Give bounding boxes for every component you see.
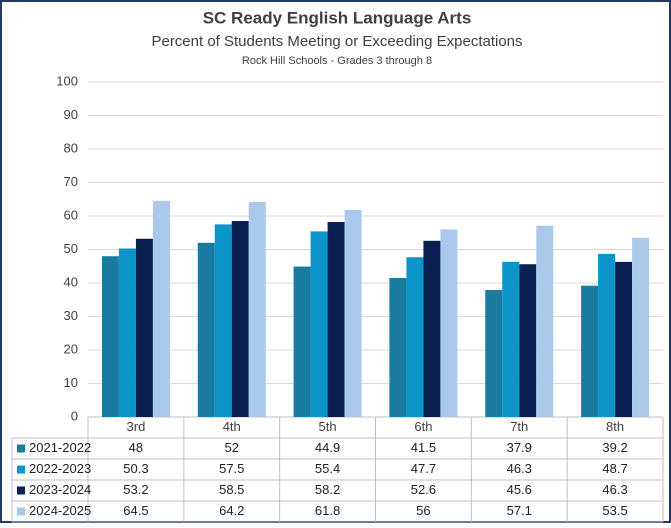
x-tick-label: 4th <box>223 419 241 434</box>
bar <box>214 224 232 417</box>
x-tick-label: 6th <box>414 419 432 434</box>
table-value: 53.5 <box>602 503 627 518</box>
legend-swatch <box>17 486 25 495</box>
y-tick-label: 20 <box>64 341 78 356</box>
y-tick-label: 30 <box>64 308 78 323</box>
table-value: 48 <box>129 440 143 455</box>
x-tick-label: 5th <box>319 419 337 434</box>
table-value: 57.5 <box>219 461 244 476</box>
bar <box>519 264 537 417</box>
table-value: 64.5 <box>123 503 148 518</box>
bar <box>118 248 136 417</box>
table-value: 46.3 <box>602 482 627 497</box>
y-tick-label: 0 <box>71 408 78 423</box>
legend-label: 2022-2023 <box>29 461 91 476</box>
legend-swatch <box>17 507 25 516</box>
table-value: 47.7 <box>411 461 436 476</box>
table-value: 37.9 <box>507 440 532 455</box>
bar <box>406 257 424 417</box>
bar <box>152 200 170 417</box>
bar <box>135 238 153 417</box>
bar <box>231 221 249 417</box>
table-value: 41.5 <box>411 440 436 455</box>
table-value: 48.7 <box>602 461 627 476</box>
table-value: 61.8 <box>315 503 340 518</box>
x-tick-label: 7th <box>510 419 528 434</box>
y-tick-label: 90 <box>64 107 78 122</box>
bar <box>440 229 458 417</box>
chart-caption: Rock Hill Schools - Grades 3 through 8 <box>242 55 432 67</box>
bar <box>485 290 503 417</box>
bar <box>344 209 362 417</box>
y-tick-label: 60 <box>64 207 78 222</box>
table-value: 50.3 <box>123 461 148 476</box>
legend-label: 2024-2025 <box>29 503 91 518</box>
table-value: 44.9 <box>315 440 340 455</box>
bar <box>632 237 650 417</box>
table-value: 58.5 <box>219 482 244 497</box>
bar <box>536 225 554 417</box>
bar <box>423 240 441 417</box>
table-value: 45.6 <box>507 482 532 497</box>
x-tick-label: 3rd <box>127 419 146 434</box>
bar <box>502 261 520 417</box>
table-value: 64.2 <box>219 503 244 518</box>
bar <box>248 201 266 417</box>
chart-title: SC Ready English Language Arts <box>203 8 472 27</box>
y-tick-label: 10 <box>64 375 78 390</box>
table-value: 52.6 <box>411 482 436 497</box>
y-tick-label: 80 <box>64 140 78 155</box>
table-value: 55.4 <box>315 461 340 476</box>
bar <box>581 285 599 417</box>
legend-label: 2021-2022 <box>29 440 91 455</box>
bar <box>615 261 633 417</box>
bar <box>598 253 616 417</box>
legend-swatch <box>17 444 25 453</box>
legend-swatch <box>17 465 25 474</box>
table-value: 39.2 <box>602 440 627 455</box>
y-tick-label: 50 <box>64 241 78 256</box>
table-value: 57.1 <box>507 503 532 518</box>
legend-label: 2023-2024 <box>29 482 91 497</box>
table-value: 52 <box>225 440 239 455</box>
table-value: 58.2 <box>315 482 340 497</box>
chart-subtitle: Percent of Students Meeting or Exceeding… <box>151 33 522 50</box>
bar <box>327 222 345 417</box>
table-value: 46.3 <box>507 461 532 476</box>
bar <box>197 242 215 417</box>
table-value: 53.2 <box>123 482 148 497</box>
bar <box>389 277 407 417</box>
bar <box>310 231 328 417</box>
y-tick-label: 70 <box>64 174 78 189</box>
y-tick-label: 40 <box>64 274 78 289</box>
bar <box>101 256 119 417</box>
y-tick-label: 100 <box>56 73 78 88</box>
table-value: 56 <box>416 503 430 518</box>
bar <box>293 266 311 417</box>
x-tick-label: 8th <box>606 419 624 434</box>
